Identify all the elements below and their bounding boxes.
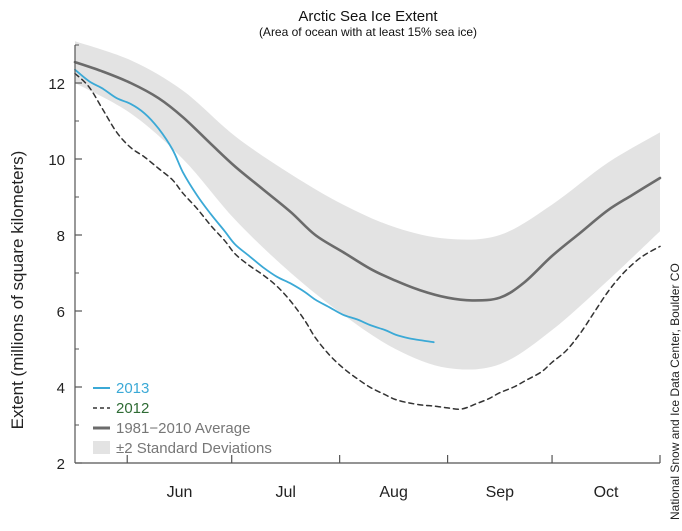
std-dev-band	[75, 41, 660, 370]
legend-label: 2012	[116, 400, 149, 417]
x-tick-label: Sep	[486, 484, 515, 501]
series-line-2013	[74, 68, 435, 344]
y-tick-label: 2	[57, 456, 65, 473]
legend-label: ±2 Standard Deviations	[116, 440, 272, 457]
legend: 2013 2012 1981−2010 Average ±2 Standard Dev…	[93, 380, 272, 457]
legend-label: 1981−2010 Average	[116, 420, 250, 437]
y-tick-label: 4	[57, 380, 65, 397]
plot-area: 2 4 6 8 10 12 Jun Jul Aug Sep Oct	[48, 41, 662, 501]
chart-title: Arctic Sea Ice Extent	[298, 8, 438, 25]
legend-label: 2013	[116, 380, 149, 397]
y-axis-label: Extent (millions of square kilometers)	[8, 151, 27, 430]
x-tick-label: Oct	[594, 484, 619, 501]
y-tick-label: 6	[57, 304, 65, 321]
x-tick-label: Jul	[275, 484, 295, 501]
series-line-average	[73, 60, 662, 302]
credit-text: National Snow and Ice Data Center, Bould…	[668, 263, 682, 520]
x-tick-label: Jun	[167, 484, 193, 501]
y-tick-label: 10	[48, 152, 65, 169]
chart-subtitle: (Area of ocean with at least 15% sea ice…	[259, 25, 477, 39]
y-tick-label: 12	[48, 76, 65, 93]
series-line-2012	[74, 72, 661, 410]
x-tick-label: Aug	[379, 484, 407, 501]
y-tick-label: 8	[57, 228, 65, 245]
legend-swatch-band	[93, 441, 110, 454]
